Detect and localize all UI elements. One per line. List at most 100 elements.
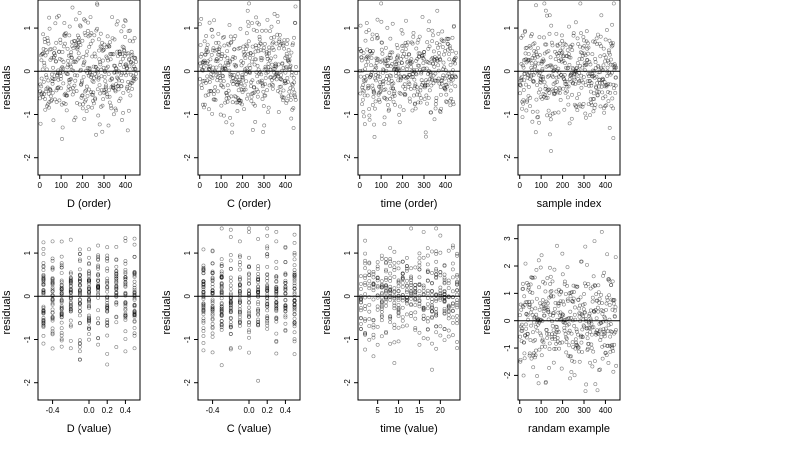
data-point <box>81 75 86 79</box>
data-point <box>388 287 393 292</box>
data-point <box>529 73 534 78</box>
x-tick-label: 0.4 <box>280 406 292 415</box>
data-point <box>425 278 430 283</box>
data-point <box>587 312 592 316</box>
data-point <box>588 329 593 334</box>
data-point <box>377 97 381 102</box>
data-point <box>41 51 46 55</box>
data-point <box>237 278 242 282</box>
data-point <box>54 59 58 64</box>
data-point <box>271 40 276 45</box>
data-point <box>359 274 363 279</box>
data-point <box>373 99 378 104</box>
data-point <box>223 67 228 72</box>
data-point <box>277 33 282 37</box>
data-point <box>400 61 404 65</box>
data-point <box>256 294 261 299</box>
data-point <box>607 278 612 283</box>
data-point <box>400 324 405 329</box>
data-point <box>83 18 88 23</box>
data-point <box>222 113 226 118</box>
data-point <box>281 88 286 93</box>
data-point <box>594 316 599 321</box>
data-point <box>234 75 239 80</box>
data-point <box>576 92 581 96</box>
data-point <box>201 265 206 270</box>
data-point <box>588 89 593 94</box>
data-point <box>384 291 388 296</box>
data-point <box>593 57 598 61</box>
data-point <box>96 263 101 268</box>
data-point <box>554 289 559 294</box>
data-point <box>214 65 219 70</box>
data-point <box>90 105 94 110</box>
data-point <box>606 329 610 334</box>
data-point <box>560 50 565 55</box>
data-point <box>606 90 610 94</box>
data-point <box>201 318 206 323</box>
data-point <box>214 57 219 62</box>
data-point <box>39 84 44 89</box>
data-point <box>579 340 584 345</box>
data-point <box>413 265 418 270</box>
data-point <box>237 267 242 272</box>
y-axis-title: residuals <box>1 290 13 335</box>
data-point <box>400 305 405 310</box>
data-point <box>266 65 271 70</box>
data-point <box>529 65 534 70</box>
data-point <box>274 304 279 309</box>
y-tick-label: -1 <box>503 110 512 118</box>
data-point <box>115 75 119 80</box>
data-point <box>256 300 261 304</box>
data-point <box>41 264 46 268</box>
data-point <box>238 46 242 50</box>
data-point <box>575 284 580 289</box>
data-point <box>277 39 282 44</box>
data-point <box>292 241 297 245</box>
data-point <box>388 264 393 268</box>
data-point <box>559 59 564 64</box>
y-tick-label: -1 <box>23 110 32 118</box>
data-point <box>528 338 533 343</box>
data-point <box>384 295 388 300</box>
data-point <box>592 239 597 244</box>
y-tick-label: 1 <box>343 25 352 30</box>
data-point <box>123 267 128 272</box>
data-point <box>89 31 94 36</box>
data-point <box>538 301 542 306</box>
data-point <box>122 49 127 53</box>
data-point <box>83 89 88 94</box>
data-point <box>265 252 270 257</box>
data-point <box>42 40 47 44</box>
data-point <box>49 47 54 52</box>
data-point <box>205 59 210 64</box>
x-tick-label: 0.4 <box>120 406 132 415</box>
data-point <box>525 332 530 336</box>
data-point <box>274 266 279 271</box>
data-point <box>56 13 61 18</box>
data-point <box>87 332 91 337</box>
data-point <box>442 280 447 285</box>
data-point <box>558 299 563 304</box>
data-point <box>435 8 440 13</box>
data-point <box>421 61 426 66</box>
data-point <box>564 350 569 355</box>
data-point <box>528 104 532 109</box>
data-point <box>447 52 451 57</box>
data-point <box>388 341 393 346</box>
data-point <box>59 261 64 266</box>
data-point <box>114 290 119 295</box>
data-point <box>41 304 46 309</box>
data-point <box>96 321 101 325</box>
data-point <box>402 74 407 79</box>
data-point <box>265 283 270 287</box>
data-point <box>93 96 98 101</box>
data-point <box>597 300 602 305</box>
data-point <box>68 300 73 305</box>
data-point <box>441 39 446 44</box>
data-point <box>266 61 271 66</box>
data-point <box>388 291 393 296</box>
data-point <box>50 297 55 302</box>
data-point <box>265 326 270 331</box>
